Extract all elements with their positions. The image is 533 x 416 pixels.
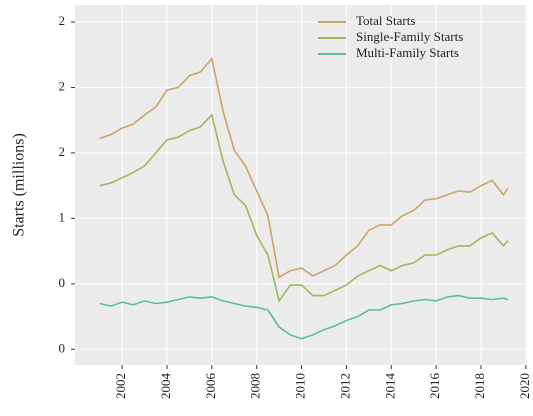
x-tick-label: 2004: [158, 373, 173, 400]
y-tick-label: 2: [59, 144, 66, 159]
y-tick-label: 2: [59, 78, 66, 93]
x-tick-label: 2018: [472, 373, 487, 399]
y-axis-label: Starts (millions): [11, 133, 28, 237]
x-tick-label: 2010: [293, 373, 308, 399]
x-tick-label: 2014: [382, 373, 397, 400]
series-line: [99, 113, 509, 303]
x-tick-label: 2008: [248, 373, 263, 399]
x-tick-label: 2016: [427, 373, 442, 400]
y-tick-label: 0: [59, 340, 66, 355]
y-tick-label: 2: [59, 13, 66, 28]
series-line: [99, 294, 509, 340]
legend-label: Total Starts: [356, 13, 415, 28]
x-tick-label: 2012: [337, 373, 352, 399]
x-tick-label: 2002: [113, 373, 128, 399]
legend-label: Multi-Family Starts: [356, 45, 459, 60]
y-tick-label: 1: [59, 209, 66, 224]
legend-label: Single-Family Starts: [356, 29, 463, 44]
y-tick-label: 0: [59, 275, 66, 290]
plot-area: [75, 5, 527, 365]
x-tick-label: 2006: [203, 373, 218, 400]
x-tick-label: 2020: [517, 373, 532, 399]
series-line: [99, 56, 509, 279]
